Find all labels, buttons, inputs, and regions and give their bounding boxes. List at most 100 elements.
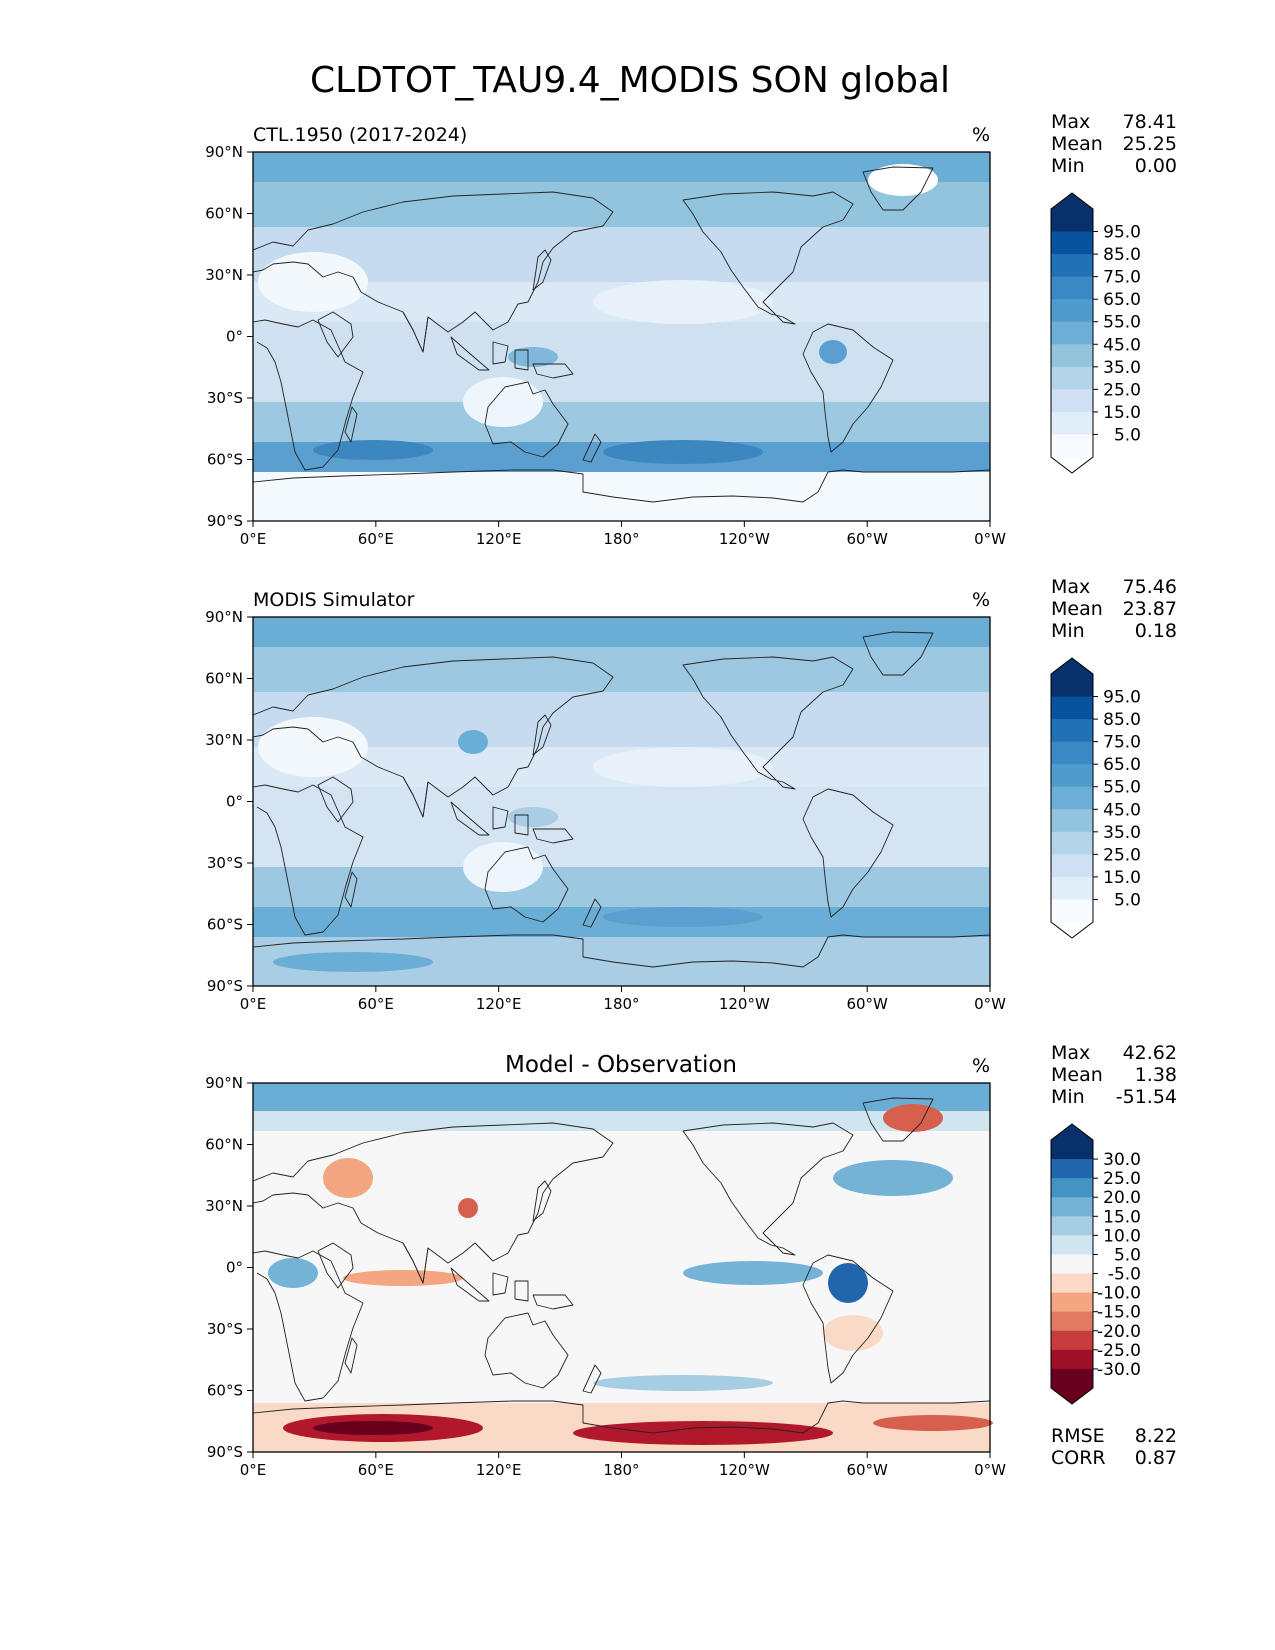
colorbar-label: 55.0 (1103, 313, 1141, 333)
panel-left-title: MODIS Simulator (253, 589, 415, 611)
colorbar-label: 85.0 (1103, 710, 1141, 730)
colorbar-segment (1051, 231, 1093, 255)
colorbar-label: 15.0 (1103, 403, 1141, 423)
stat-value: -51.54 (1116, 1086, 1177, 1108)
lat-ticks: 90°N 60°N 30°N 0° 30°S 60°S 90°S (205, 143, 253, 530)
lat-tick-label: 30°N (205, 1197, 243, 1215)
lon-tick-label: 120°W (719, 530, 770, 548)
colorbar-label: 25.0 (1103, 1169, 1141, 1189)
stat-value: 1.38 (1135, 1064, 1177, 1086)
colorbar-label: 95.0 (1103, 688, 1141, 708)
colorbar-segment (1051, 389, 1093, 413)
stat-label: Max (1051, 576, 1090, 598)
stat-value: 42.62 (1123, 1042, 1177, 1064)
colorbar-segment (1051, 854, 1093, 878)
lon-tick-label: 120°W (719, 995, 770, 1013)
colorbar-label: 20.0 (1103, 1188, 1141, 1208)
lat-tick-label: 60°S (207, 451, 243, 469)
panel-left-title: CTL.1950 (2017-2024) (253, 124, 467, 146)
colorbar-extend-bottom (1051, 922, 1093, 938)
colorbar-outline (1050, 192, 1094, 474)
colorbar-label: 35.0 (1103, 823, 1141, 843)
lat-tick-label: 0° (226, 793, 243, 811)
colorbar-extend-top (1051, 658, 1093, 674)
panel-units: % (972, 589, 990, 611)
stat-label: Min (1051, 1086, 1085, 1108)
colorbar-segment (1051, 254, 1093, 278)
lat-tick-label: 0° (226, 328, 243, 346)
colorbar-label: 30.0 (1103, 1150, 1141, 1170)
lat-tick-label: 30°N (205, 731, 243, 749)
lon-tick-label: 0°E (240, 530, 267, 548)
colorbar-segment (1051, 831, 1093, 855)
stat-label: Mean (1051, 598, 1103, 620)
lon-tick-label: 0°E (240, 995, 267, 1013)
stat-value: 78.41 (1123, 111, 1177, 133)
lon-tick-label: 60°E (358, 1461, 394, 1479)
map-field (253, 1083, 993, 1452)
stat-label: Min (1051, 155, 1085, 177)
colorbar-label: 65.0 (1103, 290, 1141, 310)
colorbar-label: 5.0 (1114, 1245, 1141, 1265)
colorbar-segment (1051, 696, 1093, 720)
lat-tick-label: 60°N (205, 670, 243, 688)
stat-label: Mean (1051, 133, 1103, 155)
stat-label: Min (1051, 620, 1085, 642)
colorbar-segment (1051, 411, 1093, 435)
panel-modis: MODIS Simulator % 90°N 60°N 30°N 0° 30°S 60°S… (205, 589, 1006, 1013)
lon-tick-label: 0°W (974, 1461, 1006, 1479)
colorbar-label: 35.0 (1103, 358, 1141, 378)
colorbar-label: -20.0 (1097, 1322, 1141, 1342)
colorbar-segment (1051, 1159, 1093, 1179)
colorbar-segment (1051, 1311, 1093, 1332)
lat-tick-label: 90°N (205, 1074, 243, 1092)
colorbar-segment (1051, 1254, 1093, 1275)
lon-tick-label: 180° (603, 995, 639, 1013)
colorbar-label: 25.0 (1103, 845, 1141, 865)
extra-stat-label: RMSE (1051, 1425, 1105, 1447)
lon-tick-label: 0°W (974, 995, 1006, 1013)
stat-value: 0.00 (1135, 155, 1177, 177)
lon-tick-label: 120°W (719, 1461, 770, 1479)
panel-units: % (972, 1055, 990, 1077)
stat-label: Max (1051, 1042, 1090, 1064)
lat-ticks: 90°N 60°N 30°N 0° 30°S 60°S 90°S (205, 608, 253, 995)
colorbar-label: -30.0 (1097, 1360, 1141, 1380)
panel-diff: Model - Observation % 90°N 60°N 30°N 0° 30°S… (205, 1052, 1006, 1479)
lat-tick-label: 60°N (205, 1136, 243, 1154)
colorbar-segment (1051, 899, 1093, 923)
colorbar-segment (1051, 434, 1093, 458)
colorbar-label: 5.0 (1114, 890, 1141, 910)
stats-diff: Max 42.62 Mean 1.38 Min -51.54 (1051, 1042, 1177, 1108)
stats-ctl: Max 78.41 Mean 25.25 Min 0.00 (1051, 111, 1177, 177)
stat-value: 75.46 (1123, 576, 1177, 598)
colorbar-segment (1051, 741, 1093, 765)
colorbar-segment (1051, 719, 1093, 743)
colorbar-segment (1051, 1273, 1093, 1294)
lon-ticks: 0°E 60°E 120°E 180° 120°W 60°W 0°W (240, 986, 1006, 1013)
lon-tick-label: 60°E (358, 995, 394, 1013)
stat-value: 23.87 (1123, 598, 1177, 620)
colorbar-segment (1051, 1197, 1093, 1217)
colorbar-segment (1051, 1330, 1093, 1351)
panel-units: % (972, 124, 990, 146)
colorbar-segment (1051, 1216, 1093, 1236)
colorbar-label: 45.0 (1103, 335, 1141, 355)
colorbar-extend-top (1051, 1124, 1093, 1140)
colorbar-label: -25.0 (1097, 1341, 1141, 1361)
colorbar-label: 45.0 (1103, 800, 1141, 820)
figure-title: CLDTOT_TAU9.4_MODIS SON global (310, 60, 950, 101)
colorbar-label: 75.0 (1103, 268, 1141, 288)
colorbar-extend-top (1051, 193, 1093, 209)
lon-tick-label: 120°E (476, 995, 522, 1013)
stats-modis: Max 75.46 Mean 23.87 Min 0.18 (1051, 576, 1177, 642)
colorbar-segment (1051, 299, 1093, 323)
lat-tick-label: 60°S (207, 916, 243, 934)
colorbar-segment (1051, 1292, 1093, 1313)
extra-stats-diff: RMSE 8.22 CORR 0.87 (1051, 1425, 1177, 1469)
colorbar-segment (1051, 366, 1093, 390)
colorbar-extend-bottom (1051, 1388, 1093, 1404)
colorbar-segment (1051, 764, 1093, 788)
colorbar-outline (1050, 1123, 1094, 1405)
lat-tick-label: 30°S (207, 854, 243, 872)
